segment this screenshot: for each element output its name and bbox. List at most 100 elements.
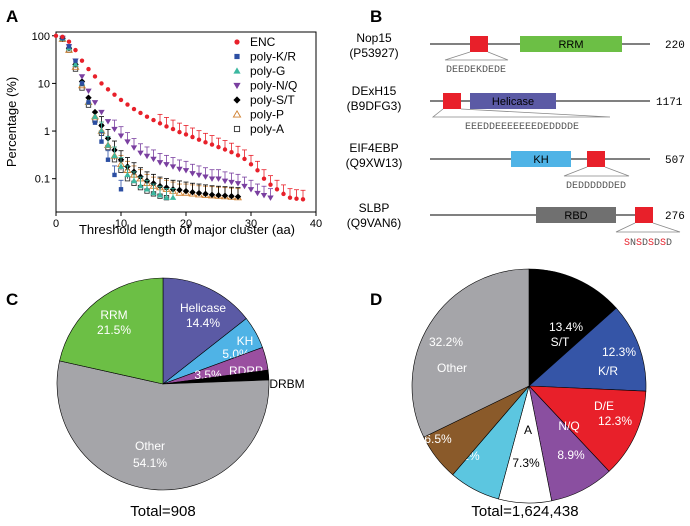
- legend-entry: poly-S/T: [233, 93, 295, 107]
- panel-label-b: B: [370, 7, 382, 26]
- data-point: [222, 147, 228, 152]
- data-point: [72, 61, 79, 67]
- y-tick-label: 100: [32, 31, 50, 43]
- legend-label: poly-S/T: [250, 93, 295, 107]
- data-point: [150, 156, 157, 163]
- domain-label: RBD: [564, 210, 587, 222]
- legend-entry: poly-A: [233, 122, 284, 136]
- domain-label: RRM: [558, 39, 583, 51]
- data-point: [233, 82, 241, 90]
- cluster-box: [443, 93, 461, 109]
- data-point: [130, 145, 138, 151]
- data-point: [124, 139, 131, 145]
- data-point: [234, 39, 240, 45]
- slice-name-label: K/R: [598, 364, 618, 378]
- slice-name-label: Other: [437, 361, 467, 375]
- protein-name: DExH15: [352, 84, 397, 98]
- data-point: [208, 176, 216, 182]
- slice-name-label: D/E: [594, 399, 614, 413]
- slice-name-label: KH: [237, 334, 254, 348]
- sequence-letter: S: [660, 238, 666, 249]
- data-point: [104, 119, 112, 125]
- protein-name: Nop15: [356, 31, 392, 45]
- data-point: [151, 117, 156, 123]
- data-point: [169, 164, 177, 170]
- slice-value-label: 7.3%: [512, 456, 540, 470]
- cluster-box: [470, 36, 488, 52]
- data-point: [150, 180, 157, 187]
- cluster-box: [587, 151, 605, 167]
- legend-entry: poly-P: [232, 108, 284, 122]
- protein-length: 220: [665, 40, 685, 52]
- data-point: [195, 172, 203, 179]
- data-point: [202, 174, 209, 180]
- sequence-letter: D: [642, 238, 648, 249]
- protein-id: (B9DFG3): [347, 99, 402, 113]
- domain-label: Helicase: [492, 96, 534, 108]
- data-point: [203, 140, 208, 145]
- pie-slice-other: [56, 360, 270, 491]
- data-point: [150, 189, 157, 196]
- data-point: [175, 188, 184, 196]
- data-point: [131, 106, 137, 112]
- pie-slice-s-t: [528, 268, 617, 387]
- slice-value-label: 14.4%: [186, 316, 220, 330]
- sequence-letter: S: [624, 238, 630, 249]
- data-point: [137, 150, 144, 156]
- slice-value-label: 54.1%: [133, 456, 167, 470]
- sequence-letter: S: [636, 238, 642, 249]
- y-tick-label: 0.1: [35, 174, 50, 186]
- panel-label-d: D: [370, 290, 382, 309]
- slice-value-label: 13.4%: [549, 320, 583, 334]
- data-point: [86, 66, 91, 72]
- pie-chart-d: S/T13.4%K/R12.3%D/E12.3%N/Q8.9%A7.3%G7.1…: [411, 268, 647, 504]
- data-point: [92, 120, 98, 125]
- panel-label-c: C: [6, 290, 18, 309]
- protein-eif4ebp: EIF4EBP (Q9XW13) KH 507 DEDDDDDDED: [346, 141, 685, 192]
- data-point: [117, 163, 125, 169]
- data-point: [92, 74, 98, 79]
- pie-slice-rrm: [59, 277, 164, 385]
- data-point: [255, 168, 260, 173]
- data-point: [216, 144, 221, 150]
- data-point: [73, 58, 78, 63]
- data-point: [190, 134, 195, 140]
- data-point: [221, 192, 229, 199]
- data-point: [215, 176, 222, 182]
- slice-value-label: 8.9%: [557, 448, 585, 462]
- data-point: [91, 113, 99, 119]
- data-point: [85, 88, 92, 94]
- data-point: [189, 189, 196, 196]
- legend-label: poly-K/R: [250, 50, 296, 64]
- slice-name-label: N/Q: [558, 419, 579, 433]
- series-poly-s-t: [59, 35, 242, 200]
- data-point: [234, 193, 242, 200]
- slice-value-label: 6.5%: [424, 432, 452, 446]
- protein-nop15: Nop15 (P53927) RRM 220 DEEDEKDEDE: [349, 31, 685, 76]
- slice-name-label: Other: [135, 439, 165, 453]
- data-point: [229, 149, 234, 155]
- data-point: [118, 97, 124, 103]
- data-point: [208, 191, 216, 198]
- data-point: [163, 162, 170, 168]
- protein-slbp: SLBP (Q9VAN6) RBD 276 SNSDSDSD: [347, 201, 685, 249]
- data-point: [130, 177, 138, 184]
- data-point: [53, 33, 59, 38]
- data-point: [261, 176, 267, 181]
- protein-length: 276: [665, 211, 685, 223]
- y-tick-label: 10: [38, 78, 50, 90]
- data-point: [196, 137, 202, 142]
- data-point: [209, 142, 215, 147]
- data-point: [163, 184, 170, 191]
- data-point: [66, 44, 72, 49]
- data-point: [177, 129, 182, 135]
- x-tick-label: 10: [115, 218, 127, 230]
- data-point: [143, 153, 151, 160]
- cluster-sequence: DEDDDDDDED: [566, 181, 626, 192]
- data-point: [189, 171, 196, 177]
- data-point: [118, 187, 124, 192]
- pie-slice-other: [411, 268, 530, 438]
- data-point: [268, 182, 273, 187]
